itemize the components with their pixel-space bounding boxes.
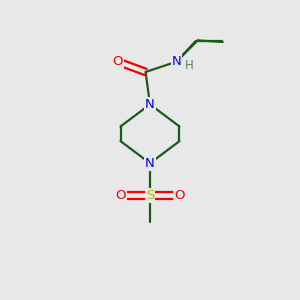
Text: O: O xyxy=(112,55,123,68)
Text: N: N xyxy=(145,157,155,170)
Text: H: H xyxy=(185,59,194,72)
Text: N: N xyxy=(172,55,182,68)
Text: S: S xyxy=(146,189,154,202)
Text: O: O xyxy=(174,189,185,202)
Text: N: N xyxy=(145,98,155,111)
Text: O: O xyxy=(115,189,126,202)
